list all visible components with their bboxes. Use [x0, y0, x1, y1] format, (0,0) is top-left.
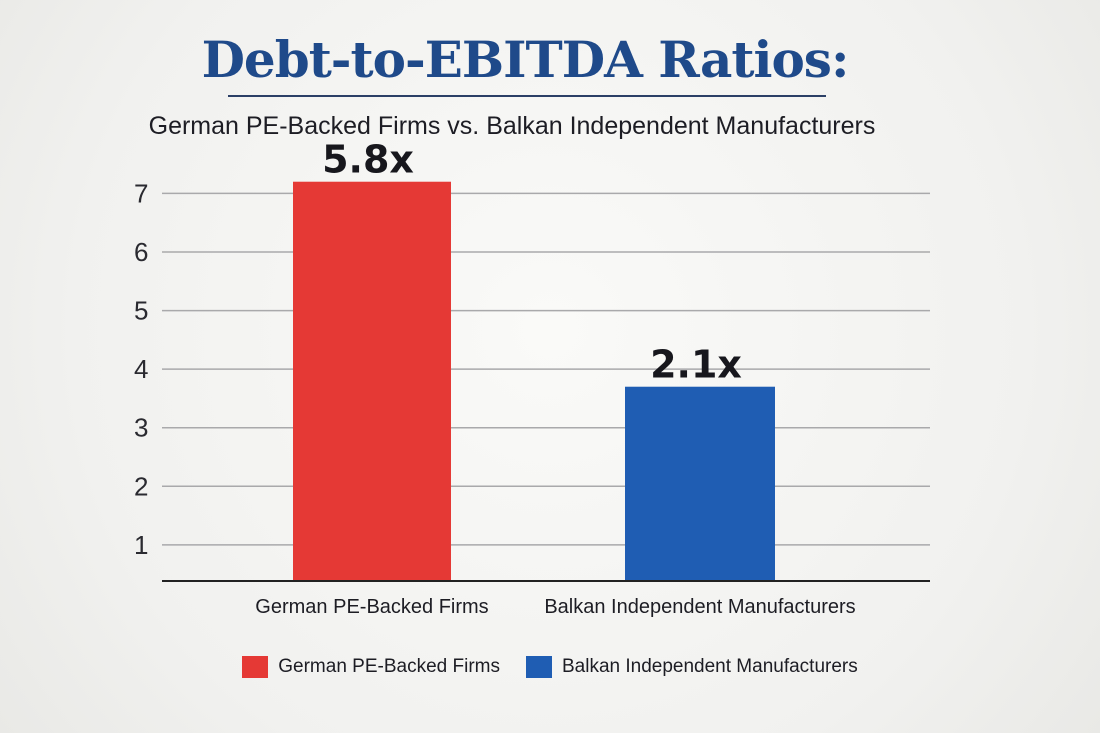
bar-data-label: 5.8x	[322, 138, 414, 182]
x-tick-label: German PE-Backed Firms	[255, 596, 488, 618]
x-axis-ticks: German PE-Backed Firms Balkan Independent…	[255, 596, 855, 618]
y-tick-label: 3	[134, 413, 148, 443]
legend: German PE-Backed Firms Balkan Independen…	[0, 656, 1100, 678]
legend-label-german: German PE-Backed Firms	[278, 656, 500, 677]
y-tick-label: 1	[134, 530, 148, 560]
bar	[625, 386, 775, 580]
legend-swatch-balkan	[525, 656, 552, 678]
y-axis-ticks: 1 2 3 4 5 6 7	[134, 178, 148, 559]
y-tick-label: 6	[134, 237, 148, 267]
legend-item-german: German PE-Backed Firms	[242, 656, 500, 678]
y-tick-label: 4	[134, 354, 148, 384]
legend-swatch-german	[242, 656, 269, 678]
title-underline	[228, 95, 826, 97]
chart-title: Debt-to-EBITDA Ratios:	[201, 30, 850, 89]
bar-data-label: 2.1x	[650, 343, 742, 387]
x-tick-label: Balkan Independent Manufacturers	[544, 596, 855, 618]
legend-label-balkan: Balkan Independent Manufacturers	[561, 656, 858, 677]
bars	[293, 181, 775, 580]
y-tick-label: 5	[134, 296, 148, 326]
bar	[293, 181, 451, 580]
legend-item-balkan: Balkan Independent Manufacturers	[525, 656, 858, 678]
chart-subtitle: German PE-Backed Firms vs. Balkan Indepe…	[148, 112, 876, 140]
y-tick-label: 7	[134, 178, 148, 208]
data-labels: 5.8x 2.1x	[322, 138, 742, 387]
gridlines	[162, 192, 930, 546]
y-tick-label: 2	[134, 471, 148, 501]
